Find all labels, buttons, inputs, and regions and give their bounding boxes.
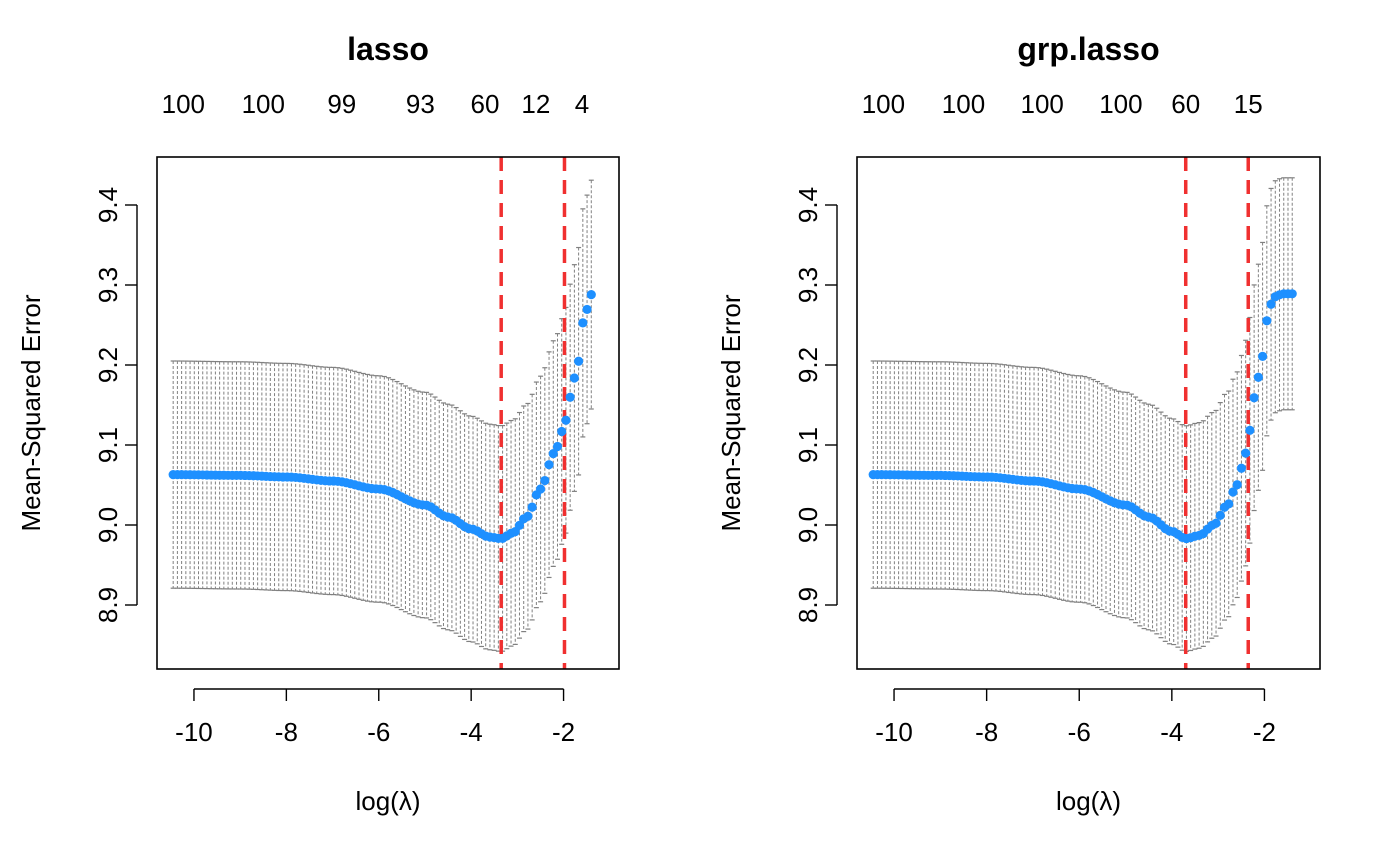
y-axis-label: Mean-Squared Error	[16, 294, 46, 531]
x-tick-label: -2	[552, 717, 575, 747]
cv-point	[1211, 518, 1221, 528]
top-count-label: 12	[521, 89, 550, 119]
x-axis-label: log(λ)	[355, 786, 420, 816]
y-tick-label: 9.1	[793, 427, 823, 463]
y-tick-label: 8.9	[93, 587, 123, 623]
cv-point	[1287, 289, 1297, 299]
cv-point	[1266, 299, 1276, 309]
y-tick-label: 9.2	[793, 347, 823, 383]
x-tick-label: -4	[460, 717, 483, 747]
cv-point	[574, 356, 584, 366]
top-count-label: 100	[1021, 89, 1064, 119]
cv-point	[527, 502, 537, 512]
cv-point	[1241, 448, 1251, 458]
cv-point	[1262, 316, 1272, 326]
cv-point	[536, 484, 546, 494]
cv-point	[552, 441, 563, 452]
top-count-label: 99	[327, 89, 356, 119]
cv-point	[544, 460, 554, 470]
cv-point	[1236, 463, 1247, 473]
x-axis-label: log(λ)	[1056, 786, 1121, 816]
top-count-label: 15	[1234, 89, 1263, 119]
cv-point	[1224, 499, 1234, 509]
cv-point	[540, 475, 550, 486]
error-bars	[170, 179, 594, 652]
y-tick-label: 9.3	[793, 267, 823, 303]
y-tick-label: 9.1	[93, 427, 123, 463]
cv-point	[523, 511, 533, 521]
top-count-label: 60	[471, 89, 500, 119]
cv-point	[1215, 510, 1225, 521]
y-tick-label: 9.3	[93, 267, 123, 303]
cv-point	[582, 304, 592, 315]
cv-point	[565, 392, 575, 402]
top-count-label: 60	[1171, 89, 1200, 119]
grp-lasso-panel: -10 -8 -6 -4 -2 8.9 9.0 9.1 9.2 9.3 9.4 100 100 100 10…	[716, 31, 1321, 816]
plot-box	[156, 156, 620, 670]
cv-point	[514, 520, 525, 530]
error-bars	[870, 177, 1295, 652]
cv-point	[578, 318, 588, 328]
top-count-label: 93	[406, 89, 435, 119]
x-tick-label: -8	[275, 717, 298, 747]
cv-point	[561, 415, 571, 425]
top-count-label: 100	[242, 89, 285, 119]
x-tick-label: -8	[975, 717, 998, 747]
y-tick-label: 8.9	[793, 587, 823, 623]
cv-point	[1228, 487, 1238, 497]
chart-title: grp.lasso	[1017, 31, 1159, 67]
cv-points	[168, 290, 596, 543]
cv-point	[1245, 425, 1255, 435]
y-axis-label: Mean-Squared Error	[716, 294, 746, 531]
lasso-panel: -10 -8 -6 -4 -2 8.9 9.0 9.1 9.2 9.3 9.4 100 100 99 93 6…	[16, 31, 620, 816]
y-tick-label: 9.4	[793, 187, 823, 223]
x-tick-label: -10	[875, 717, 913, 747]
cv-point	[1253, 372, 1263, 382]
cv-point	[1249, 393, 1259, 403]
x-tick-label: -10	[175, 717, 213, 747]
cv-point	[569, 373, 579, 383]
y-tick-label: 9.0	[93, 507, 123, 543]
top-count-label: 4	[575, 89, 589, 119]
chart-title: lasso	[347, 31, 429, 67]
x-tick-label: -2	[1253, 717, 1276, 747]
top-count-label: 100	[162, 89, 205, 119]
top-count-label: 100	[942, 89, 985, 119]
top-count-label: 100	[862, 89, 905, 119]
cv-points	[868, 289, 1297, 544]
cv-point	[1232, 480, 1242, 490]
y-tick-label: 9.4	[93, 187, 123, 223]
cv-point	[557, 426, 567, 437]
x-tick-label: -6	[1068, 717, 1091, 747]
top-count-label: 100	[1099, 89, 1142, 119]
x-tick-label: -4	[1160, 717, 1183, 747]
cv-point	[586, 290, 596, 300]
y-tick-label: 9.2	[93, 347, 123, 383]
cv-point	[1257, 351, 1268, 361]
cv-point	[548, 448, 558, 459]
y-tick-label: 9.0	[793, 507, 823, 543]
plot-box	[856, 156, 1321, 670]
x-tick-label: -6	[367, 717, 390, 747]
